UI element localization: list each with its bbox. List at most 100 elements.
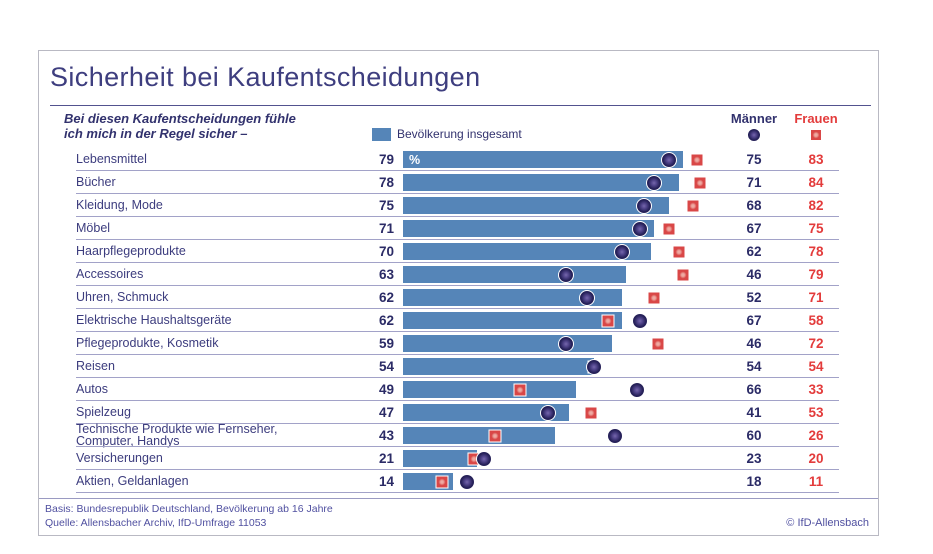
- women-value: 78: [808, 244, 824, 259]
- category-label: Elektrische Haushaltsgeräte: [76, 312, 232, 327]
- total-bar: [403, 289, 622, 306]
- men-value: 71: [746, 175, 762, 190]
- row-separator: [76, 354, 839, 355]
- women-value: 82: [808, 198, 824, 213]
- chart-frame: Sicherheit bei Kaufentscheidungen Bei di…: [38, 50, 879, 536]
- women-value: 20: [808, 451, 824, 466]
- women-marker: [672, 245, 686, 258]
- women-value: 11: [808, 474, 824, 489]
- men-marker: [459, 473, 475, 490]
- men-marker: [646, 174, 662, 191]
- bar-track: [403, 473, 703, 490]
- row-separator: [76, 193, 839, 194]
- women-value: 58: [808, 313, 824, 328]
- total-bar: [403, 427, 555, 444]
- bar-track: [403, 220, 703, 237]
- total-value: 75: [378, 198, 394, 213]
- percent-sign: %: [409, 152, 421, 167]
- total-bar: [403, 220, 654, 237]
- women-marker: [488, 429, 502, 442]
- table-row: Lebensmittel 79% 75 83: [39, 148, 878, 171]
- men-value: 66: [746, 382, 762, 397]
- table-row: Spielzeug 47 41 53: [39, 401, 878, 424]
- men-marker: [607, 427, 623, 444]
- women-value: 84: [808, 175, 824, 190]
- bar-track: [403, 450, 703, 467]
- category-label: Bücher: [76, 174, 116, 189]
- men-marker: [558, 335, 574, 352]
- row-separator: [76, 469, 839, 470]
- women-marker: [647, 291, 661, 304]
- total-value: 14: [378, 474, 394, 489]
- men-value: 18: [746, 474, 762, 489]
- men-marker: [632, 220, 648, 237]
- men-value: 67: [746, 313, 762, 328]
- men-marker: [629, 381, 645, 398]
- table-row: Bücher 78 71 84: [39, 171, 878, 194]
- copyright-label: © IfD-Allensbach: [786, 517, 869, 529]
- women-value: 26: [808, 428, 824, 443]
- women-marker: [651, 337, 665, 350]
- footer-basis: Basis: Bundesrepublik Deutschland, Bevöl…: [45, 503, 333, 515]
- men-marker: [476, 450, 492, 467]
- total-value: 78: [378, 175, 394, 190]
- total-bar: [403, 266, 626, 283]
- total-bar: [403, 312, 622, 329]
- row-separator: [76, 239, 839, 240]
- men-value: 62: [746, 244, 762, 259]
- chart-title: Sicherheit bei Kaufentscheidungen: [50, 62, 481, 92]
- men-value: 46: [746, 336, 762, 351]
- category-label: Möbel: [76, 220, 111, 235]
- total-bar: [403, 404, 569, 421]
- bar-track: [403, 266, 703, 283]
- table-row: Pflegeprodukte, Kosmetik 59 46 72: [39, 332, 878, 355]
- category-label: Lebensmittel: [76, 151, 147, 166]
- total-bar: [403, 450, 477, 467]
- women-marker: [686, 199, 700, 212]
- women-value: 54: [808, 359, 824, 374]
- row-separator: [76, 216, 839, 217]
- category-label: Kleidung, Mode: [76, 197, 163, 212]
- subtitle-line-1: Bei diesen Kaufentscheidungen fühle: [64, 111, 296, 126]
- table-row: Versicherungen 21 23 20: [39, 447, 878, 470]
- total-bar: [403, 335, 612, 352]
- total-value: 54: [378, 359, 394, 374]
- men-value: 23: [746, 451, 762, 466]
- total-value: 59: [378, 336, 394, 351]
- women-value: 75: [808, 221, 824, 236]
- bar-track: [403, 174, 707, 191]
- total-bar: [403, 243, 651, 260]
- row-separator: [76, 423, 839, 424]
- total-value: 63: [378, 267, 394, 282]
- column-header-men: Männer: [730, 111, 778, 126]
- total-value: 70: [378, 244, 394, 259]
- women-value: 83: [808, 152, 824, 167]
- title-underline: [50, 105, 871, 106]
- women-value: 33: [808, 382, 824, 397]
- men-value: 46: [746, 267, 762, 282]
- category-label: Technische Produkte wie Fernseher, Compu…: [76, 422, 278, 448]
- table-row: Haarpflegeprodukte 70 62 78: [39, 240, 878, 263]
- total-bar: [403, 197, 669, 214]
- category-label: Pflegeprodukte, Kosmetik: [76, 335, 219, 350]
- total-bar: [403, 174, 679, 191]
- women-value: 72: [808, 336, 824, 351]
- chart-subtitle: Bei diesen Kaufentscheidungen fühle ich …: [64, 111, 296, 141]
- bar-track: [403, 358, 703, 375]
- table-row: Möbel 71 67 75: [39, 217, 878, 240]
- women-marker: [601, 314, 615, 327]
- table-row: Uhren, Schmuck 62 52 71: [39, 286, 878, 309]
- total-bar: [403, 381, 576, 398]
- men-value: 67: [746, 221, 762, 236]
- row-separator: [76, 170, 839, 171]
- bar-track: [403, 243, 703, 260]
- women-square-icon: [810, 129, 822, 141]
- men-marker: [614, 243, 630, 260]
- women-marker: [513, 383, 527, 396]
- women-marker: [662, 222, 676, 235]
- men-value: 41: [746, 405, 762, 420]
- bar-track: %: [403, 151, 704, 168]
- table-row: Aktien, Geldanlagen 14 18 11: [39, 470, 878, 493]
- legend-total: Bevölkerung insgesamt: [372, 127, 522, 141]
- row-separator: [76, 331, 839, 332]
